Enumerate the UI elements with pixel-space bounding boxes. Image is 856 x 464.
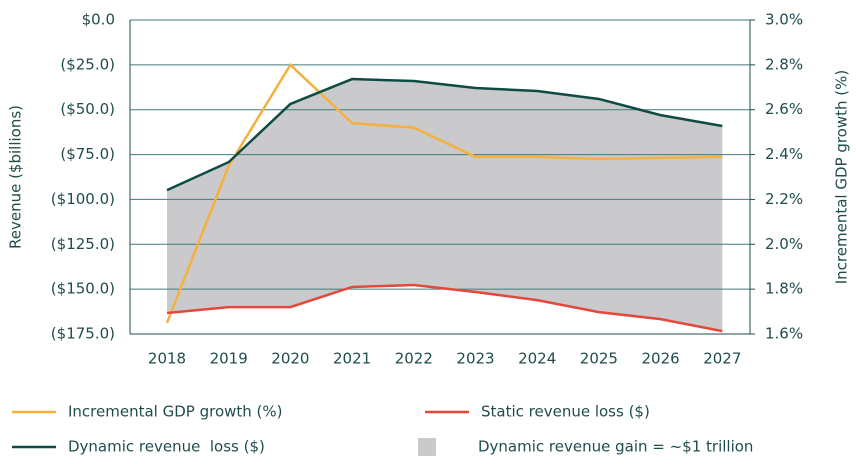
gain-area [167, 79, 723, 332]
y-tick-label: ($50.0) [60, 100, 115, 118]
y2-tick-label: 2.4% [765, 145, 803, 163]
legend-label: Static revenue loss ($) [481, 403, 650, 421]
y2-tick-label: 2.2% [765, 190, 803, 208]
legend-label: Dynamic revenue loss ($) [68, 438, 265, 456]
series-line [166, 283, 723, 333]
y-tick-label: $0.0 [82, 11, 115, 29]
x-tick-label: 2018 [148, 350, 186, 368]
x-tick-label: 2021 [333, 350, 371, 368]
series-line [165, 62, 723, 324]
x-tick-label: 2023 [456, 350, 494, 368]
legend-swatch [418, 438, 436, 456]
y2-tick-label: 3.0% [765, 11, 803, 29]
y-tick-label: ($175.0) [51, 325, 115, 343]
y2-tick-label: 2.8% [765, 55, 803, 73]
y2-tick-label: 2.0% [765, 235, 803, 253]
legend-label: Incremental GDP growth (%) [68, 403, 283, 421]
x-tick-label: 2025 [580, 350, 618, 368]
y-tick-label: ($150.0) [51, 280, 115, 298]
x-tick-label: 2019 [210, 350, 248, 368]
y-tick-label: ($25.0) [60, 55, 115, 73]
series-line [166, 77, 723, 192]
x-tick-label: 2020 [271, 350, 309, 368]
y-tick-label: ($100.0) [51, 190, 115, 208]
y2-tick-label: 1.6% [765, 325, 803, 343]
x-tick-label: 2027 [703, 350, 741, 368]
x-tick-label: 2024 [518, 350, 556, 368]
y2-tick-label: 2.6% [765, 100, 803, 118]
legend-label: Dynamic revenue gain = ~$1 trillion [478, 438, 753, 456]
y-axis-label: Revenue ($billions) [7, 105, 25, 249]
y2-tick-label: 1.8% [765, 280, 803, 298]
y-tick-label: ($125.0) [51, 235, 115, 253]
x-tick-label: 2026 [642, 350, 680, 368]
y2-axis-label: Incremental GDP growth (%) [833, 70, 851, 285]
y-tick-label: ($75.0) [60, 145, 115, 163]
x-tick-label: 2022 [395, 350, 433, 368]
